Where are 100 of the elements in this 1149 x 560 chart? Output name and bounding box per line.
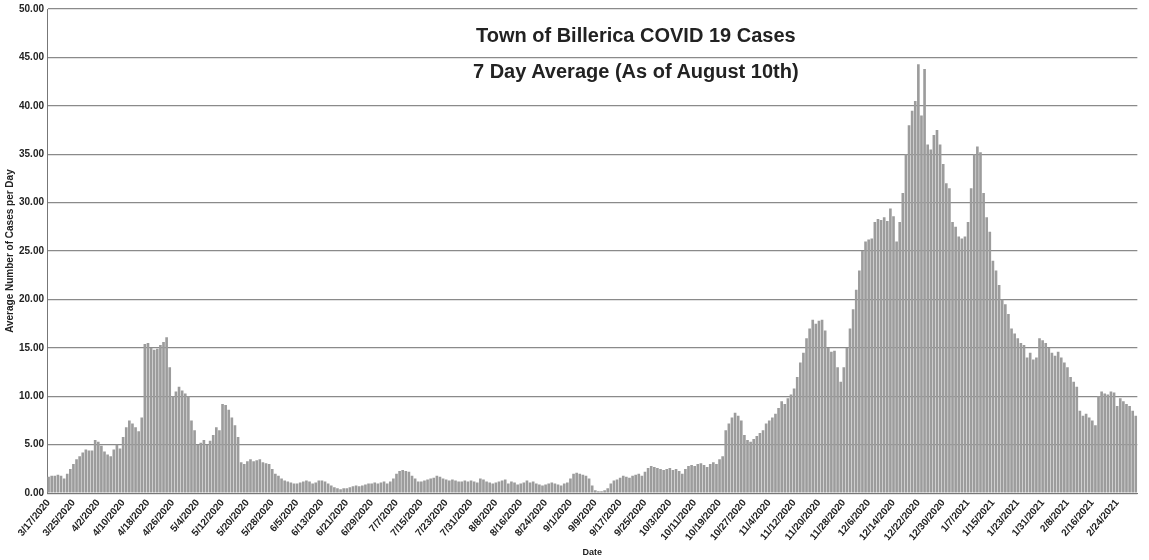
text: Town of Billerica COVID 19 Cases	[475, 23, 796, 46]
bar	[311, 483, 314, 493]
bar	[457, 481, 460, 493]
bar	[547, 483, 551, 493]
bar	[917, 64, 920, 493]
bar	[426, 479, 429, 493]
bar	[100, 445, 103, 493]
bar	[712, 462, 715, 493]
y-tick-label: 10.00	[18, 390, 45, 402]
bar	[165, 337, 168, 493]
bar	[305, 480, 308, 493]
x-axis-title: Date	[582, 547, 602, 558]
bar	[69, 468, 72, 493]
bar	[451, 479, 454, 493]
bar	[65, 473, 69, 493]
bar	[333, 487, 336, 493]
bar	[336, 488, 339, 493]
bar	[301, 481, 305, 493]
bar	[270, 468, 274, 493]
bar	[1044, 343, 1048, 493]
bar	[631, 475, 634, 493]
bar	[867, 239, 870, 493]
bar	[423, 480, 426, 493]
bar	[976, 146, 979, 493]
bar	[693, 466, 697, 493]
bar	[510, 481, 513, 493]
bar	[653, 467, 656, 493]
bar	[1028, 352, 1032, 493]
bar	[690, 465, 693, 493]
bar	[215, 427, 218, 493]
y-tick-label: 35.00	[18, 147, 45, 159]
bar	[662, 469, 665, 493]
y-tick-label: 15.00	[18, 341, 45, 353]
bar	[447, 480, 451, 493]
bar	[1122, 401, 1125, 493]
bar	[392, 478, 395, 493]
bar	[628, 477, 631, 493]
y-tick-label: 40.00	[18, 99, 45, 111]
bar	[830, 351, 833, 493]
bar	[398, 470, 401, 493]
bar	[246, 461, 249, 493]
bar	[569, 478, 572, 493]
y-tick-label: 45.00	[18, 51, 45, 63]
bar	[429, 478, 432, 493]
bar	[718, 459, 721, 493]
bar	[112, 449, 116, 493]
bar	[227, 409, 231, 493]
bar	[634, 474, 637, 493]
bar	[1063, 362, 1066, 493]
bar	[749, 441, 752, 493]
bar	[479, 478, 482, 493]
y-axis-title: Average Number of Cases per Day	[3, 168, 15, 333]
bar	[1134, 415, 1138, 493]
y-tick-label: 20.00	[18, 293, 45, 305]
bar	[1090, 420, 1094, 493]
bar	[1100, 391, 1103, 493]
bar	[106, 454, 109, 493]
bar	[364, 484, 367, 493]
bar	[656, 467, 659, 493]
bar	[482, 479, 485, 493]
bar	[513, 482, 516, 493]
bar	[274, 473, 277, 493]
bar	[252, 461, 255, 493]
y-tick-label: 25.00	[18, 244, 45, 256]
bar	[572, 473, 575, 493]
bar	[485, 481, 488, 493]
bar	[224, 405, 227, 493]
bar	[308, 481, 311, 493]
bar	[1128, 406, 1131, 493]
bar	[1041, 340, 1044, 493]
bar	[923, 69, 926, 493]
bar	[954, 226, 957, 493]
y-tick-label: 5.00	[24, 438, 45, 450]
y-tick-label: 30.00	[18, 196, 45, 208]
bar	[1072, 381, 1075, 493]
y-tick-label: 0.00	[24, 486, 45, 498]
bar	[128, 420, 131, 493]
bar	[625, 476, 628, 493]
bar	[780, 401, 783, 493]
bar	[370, 483, 373, 493]
bar	[811, 319, 815, 493]
bar	[159, 345, 162, 493]
bar	[75, 459, 78, 493]
bar	[1131, 410, 1135, 493]
bar	[544, 484, 547, 493]
bar	[221, 404, 224, 493]
text: 7 Day Average (As of August 10th)	[472, 59, 799, 82]
bar	[339, 489, 342, 493]
bar	[538, 484, 541, 493]
bar	[342, 488, 345, 493]
bar	[1013, 333, 1016, 493]
bar	[739, 420, 743, 493]
bar	[1118, 398, 1122, 493]
bar	[155, 348, 159, 493]
bar	[1087, 417, 1091, 493]
bar	[420, 481, 423, 493]
bar	[283, 480, 286, 493]
bar	[78, 456, 81, 493]
bar	[864, 241, 867, 493]
bar	[566, 482, 569, 493]
